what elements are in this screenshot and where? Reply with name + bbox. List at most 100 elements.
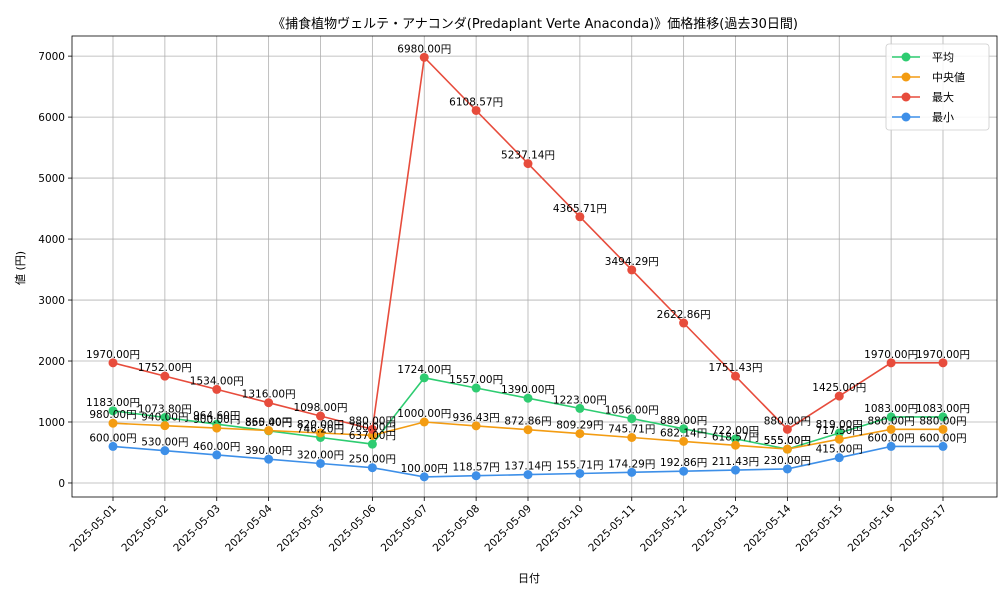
legend-box: [885, 43, 990, 131]
data-label: 530.00円: [141, 437, 188, 449]
x-axis: 2025-05-01 2025-05-02 2025-05-03 2025-05-04…: [67, 497, 949, 554]
y-axis-title: 値 (円): [14, 251, 27, 285]
data-point: [264, 398, 274, 408]
data-point: [367, 463, 377, 473]
data-label: 1183.00円: [86, 397, 140, 409]
legend-marker: [901, 52, 911, 62]
data-point: [160, 412, 170, 422]
data-point: [523, 470, 533, 480]
data-point: [160, 421, 170, 431]
data-label: 1970.00円: [864, 349, 918, 361]
y-tick-label: 1000: [38, 417, 65, 429]
data-label: 600.00円: [868, 432, 915, 444]
data-point: [679, 318, 689, 328]
data-point: [886, 424, 896, 434]
data-label: 1970.00円: [916, 349, 970, 361]
data-label: 1425.00円: [812, 382, 866, 394]
legend-marker: [901, 112, 911, 122]
data-label: 618.57円: [712, 431, 759, 443]
data-point: [627, 265, 637, 275]
data-label: 230.00円: [764, 455, 811, 467]
data-label: 936.43円: [453, 412, 500, 424]
data-point: [627, 414, 637, 424]
x-tick-label: 2025-05-11: [586, 503, 638, 555]
data-label: 250.00円: [349, 454, 396, 466]
data-point: [782, 424, 792, 434]
data-point: [160, 371, 170, 381]
data-label: 415.00円: [816, 444, 863, 456]
data-label: 900.00円: [193, 414, 240, 426]
x-tick-label: 2025-05-08: [431, 503, 483, 555]
data-label: 889.00円: [660, 415, 707, 427]
data-point: [782, 444, 792, 454]
grid: [72, 36, 997, 497]
data-label: 460.00円: [193, 441, 240, 453]
data-point: [316, 411, 325, 421]
data-point: [471, 105, 481, 115]
data-point: [108, 406, 118, 416]
data-label: 855.40円: [245, 417, 292, 429]
data-label: 819.00円: [816, 419, 863, 431]
data-point: [782, 464, 792, 474]
data-point: [886, 441, 896, 451]
data-point: [627, 467, 637, 477]
data-point: [264, 454, 274, 464]
data-label: 6108.57円: [449, 96, 503, 108]
y-tick-label: 2000: [38, 356, 65, 368]
data-label: 555.00円: [764, 435, 811, 447]
y-tick-label: 4000: [38, 234, 65, 246]
data-label: 809.29円: [556, 420, 603, 432]
x-tick-label: 2025-05-16: [846, 502, 898, 554]
data-label: 390.00円: [245, 445, 292, 457]
data-label: 600.00円: [919, 432, 966, 444]
data-point: [834, 428, 844, 438]
data-label: 872.86円: [504, 416, 551, 428]
data-label: 980.00円: [89, 409, 136, 421]
data-label: 1557.00円: [449, 374, 503, 386]
data-label: 100.00円: [401, 463, 448, 475]
data-point: [834, 453, 844, 463]
data-point: [367, 439, 377, 449]
data-label: 1751.43円: [709, 362, 763, 374]
data-point: [679, 436, 689, 446]
data-point: [938, 412, 948, 422]
legend-label: 最小: [932, 111, 954, 124]
x-tick-label: 2025-05-05: [275, 503, 327, 555]
data-label: 1390.00円: [501, 384, 555, 396]
data-label: 745.71円: [608, 424, 655, 436]
data-point: [212, 384, 222, 394]
data-point: [419, 417, 429, 427]
data-point: [575, 429, 585, 439]
data-label: 2622.86円: [657, 309, 711, 321]
y-tick-label: 7000: [38, 51, 65, 63]
data-label: 880.00円: [764, 415, 811, 427]
data-point: [575, 212, 585, 222]
x-tick-label: 2025-05-10: [534, 503, 586, 555]
legend-marker: [901, 92, 911, 102]
data-label: 1223.00円: [553, 394, 607, 406]
data-label: 880.00円: [919, 415, 966, 427]
data-point: [108, 358, 118, 368]
data-label: 137.14円: [504, 461, 551, 473]
x-tick-label: 2025-05-02: [119, 503, 171, 555]
data-point: [834, 391, 844, 401]
data-point: [731, 440, 740, 450]
data-label: 1073.80円: [138, 403, 192, 415]
data-label: 880.00円: [349, 415, 396, 427]
y-tick-label: 3000: [38, 295, 65, 307]
data-point: [834, 434, 844, 444]
x-tick-label: 2025-05-03: [171, 503, 223, 555]
data-point: [471, 383, 481, 393]
series-layer: [108, 52, 948, 482]
data-label: 555.00円: [764, 435, 811, 447]
data-label: 1534.00円: [190, 375, 244, 387]
data-point: [938, 441, 948, 451]
y-tick-label: 6000: [38, 112, 65, 124]
data-point: [419, 472, 429, 482]
data-label: 211.43円: [712, 456, 759, 468]
data-label: 3494.29円: [605, 256, 659, 268]
x-tick-label: 2025-05-13: [690, 503, 742, 555]
data-label: 1000.00円: [397, 408, 451, 420]
